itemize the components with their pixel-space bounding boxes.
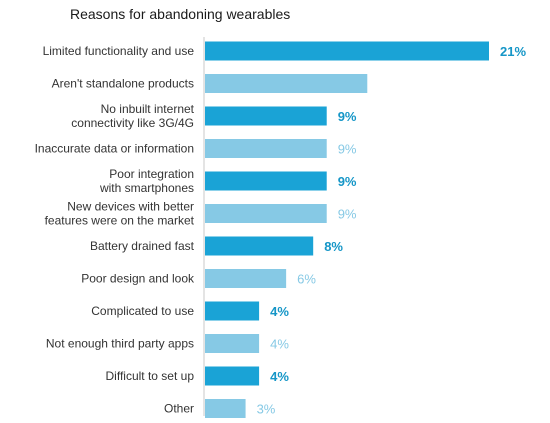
bar-5 <box>205 204 327 223</box>
value-label-7: 6% <box>297 272 316 287</box>
value-label-3: 9% <box>338 142 357 157</box>
category-label-6: Battery drained fast <box>90 239 195 253</box>
bar-8 <box>205 301 260 321</box>
chart-title: Reasons for abandoning wearables <box>70 6 291 22</box>
value-label-8: 4% <box>270 304 289 319</box>
category-label-3: Inaccurate data or information <box>35 142 194 156</box>
bar-0 <box>205 41 489 61</box>
category-label-11: Other <box>164 402 194 416</box>
category-label-8: Complicated to use <box>91 304 194 318</box>
bar-7 <box>205 269 287 288</box>
bar-1 <box>205 74 368 93</box>
category-label-4: Poor integration with smartphones <box>99 167 194 195</box>
value-label-6: 8% <box>324 239 343 254</box>
value-label-2: 9% <box>338 109 357 124</box>
bar-3 <box>205 139 327 158</box>
value-label-5: 9% <box>338 207 357 222</box>
value-label-0: 21% <box>500 44 526 59</box>
bar-4 <box>205 171 327 191</box>
bar-10 <box>205 366 260 386</box>
category-label-7: Poor design and look <box>81 272 195 286</box>
value-label-9: 4% <box>270 337 289 352</box>
value-label-4: 9% <box>338 174 357 189</box>
bar-9 <box>205 334 260 353</box>
value-label-10: 4% <box>270 369 289 384</box>
value-label-11: 3% <box>257 402 276 417</box>
category-label-2: No inbuilt internet connectivity like 3G/… <box>71 102 194 130</box>
bar-2 <box>205 106 327 126</box>
category-label-0: Limited functionality and use <box>43 44 195 58</box>
category-label-5: New devices with better features were on … <box>45 200 195 228</box>
category-label-1: Aren't standalone products <box>52 77 194 91</box>
category-label-10: Difficult to set up <box>106 369 195 383</box>
bar-6 <box>205 236 314 256</box>
category-label-9: Not enough third party apps <box>46 337 194 351</box>
bar-11 <box>205 399 246 418</box>
